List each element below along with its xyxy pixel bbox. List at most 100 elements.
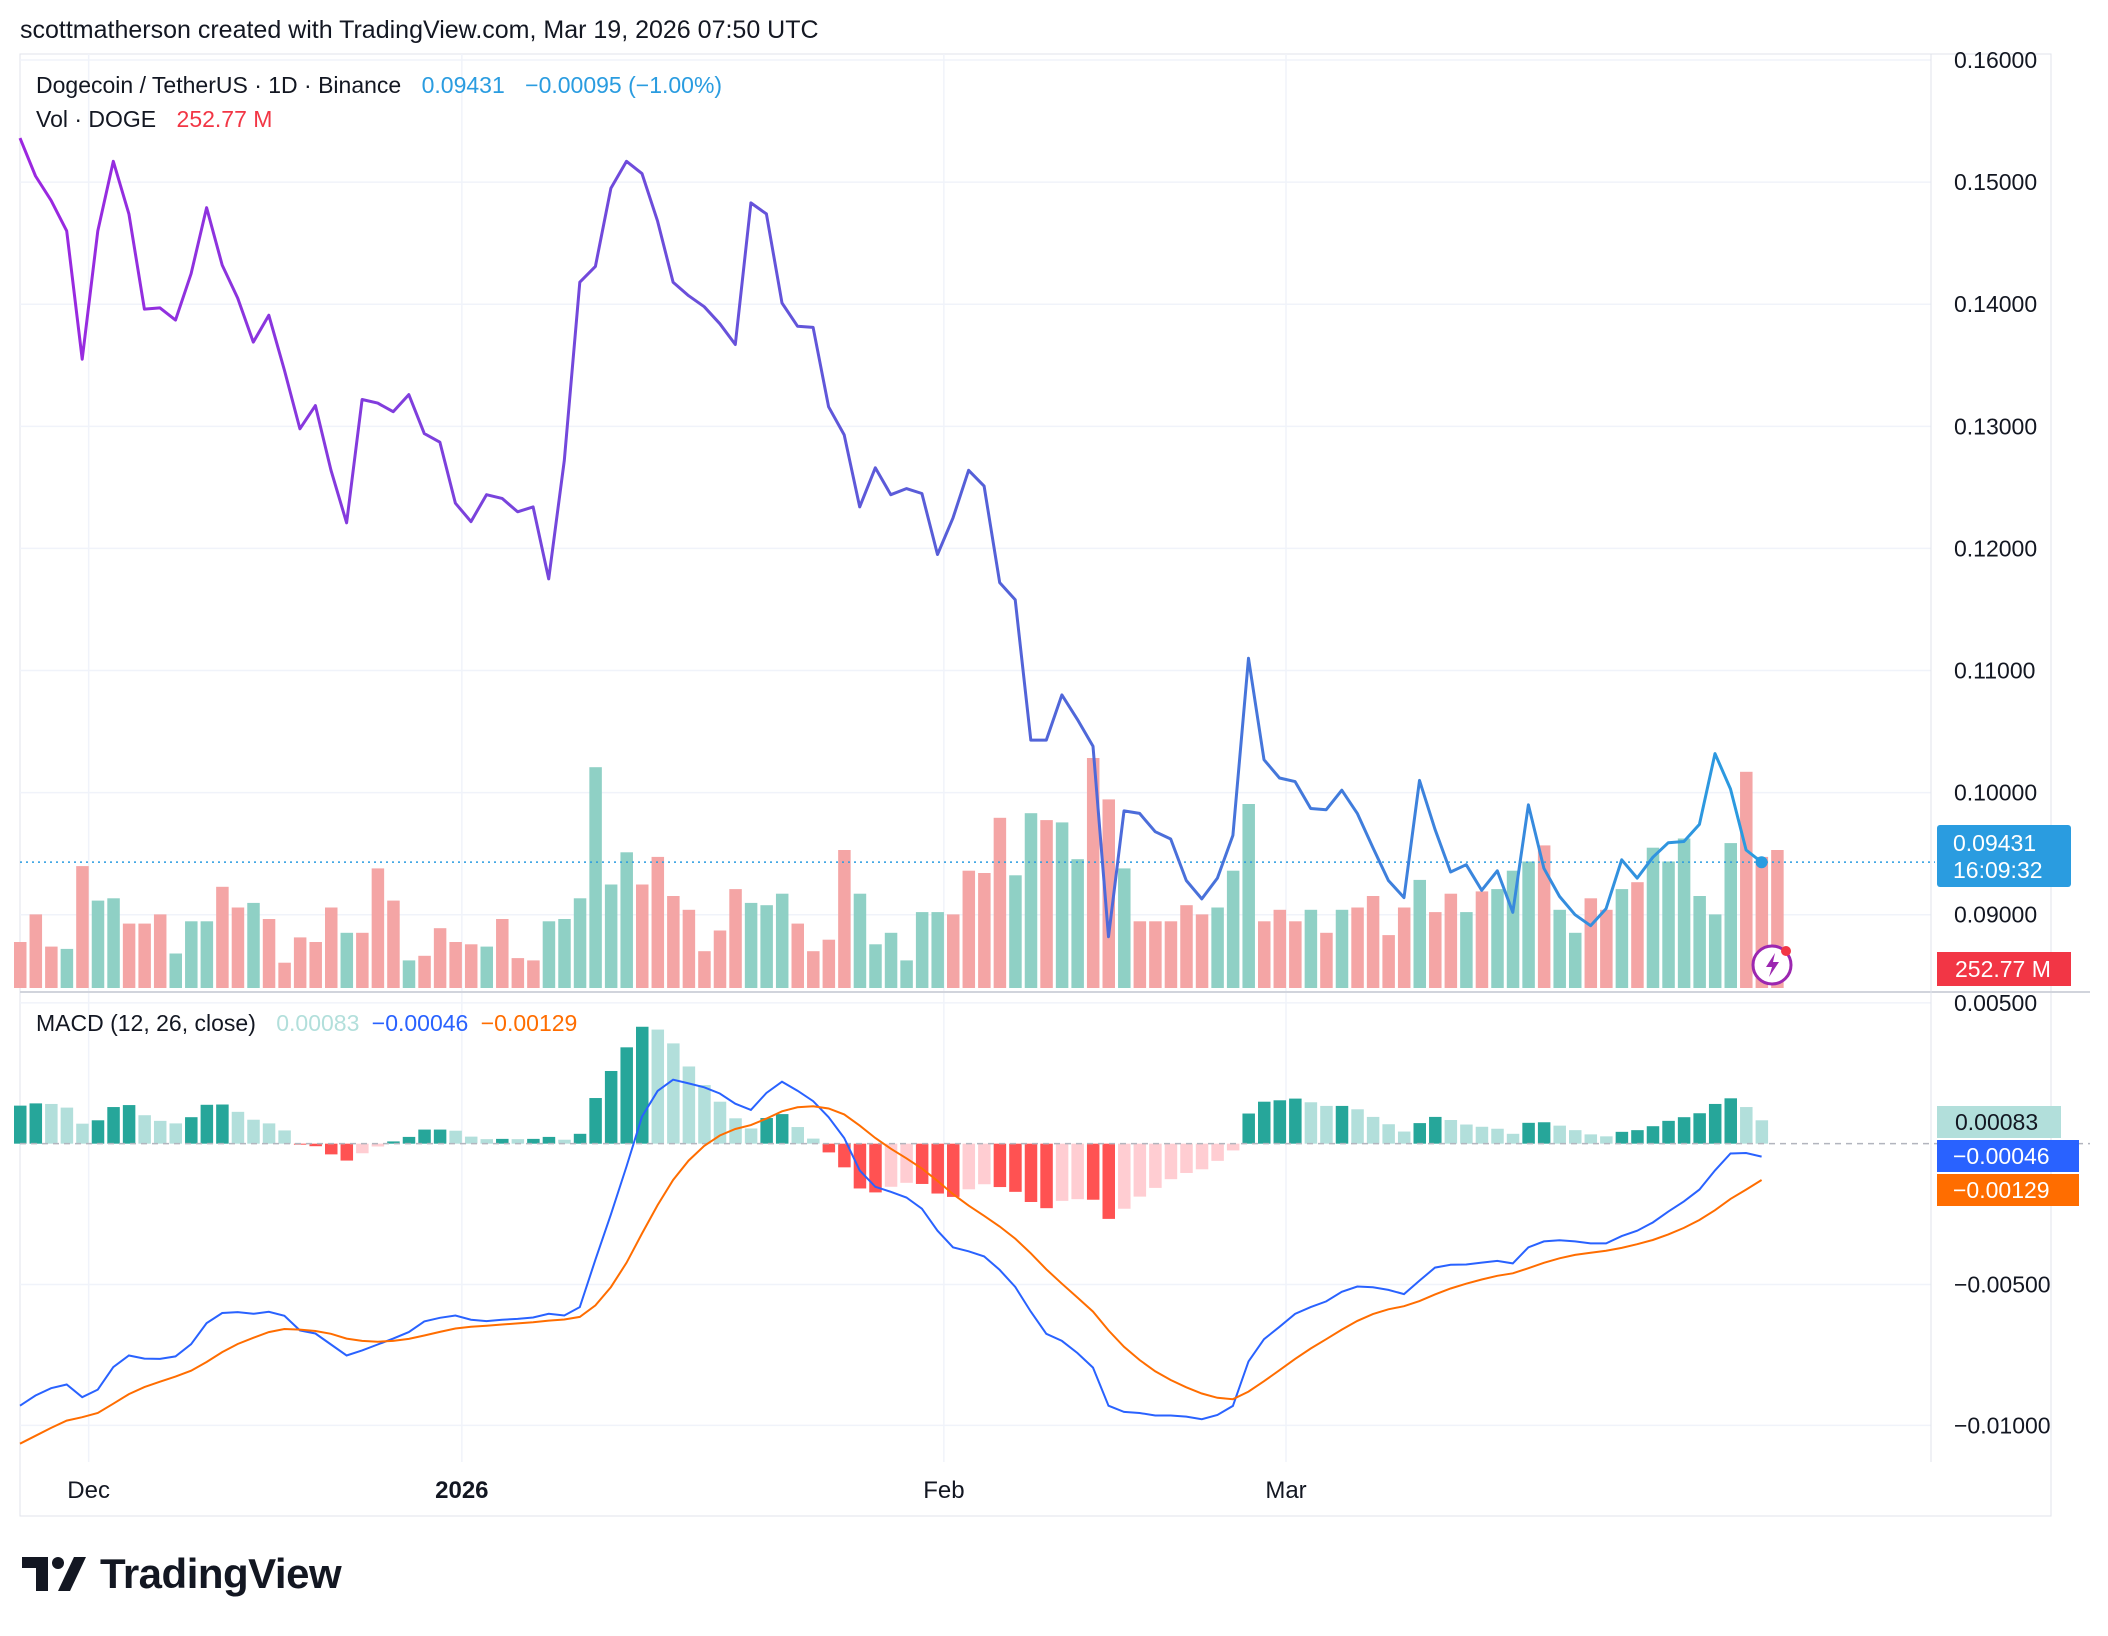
volume-bar <box>1491 889 1504 988</box>
volume-bar <box>1320 932 1333 988</box>
macd-histogram-bar <box>698 1085 711 1144</box>
symbol-legend: Dogecoin / TetherUS · 1D · Binance 0.094… <box>36 72 728 99</box>
volume-bar <box>262 919 276 988</box>
volume-bar <box>729 889 742 988</box>
volume-bar <box>45 946 58 988</box>
macd-histogram-bar <box>1009 1143 1022 1192</box>
macd-tick-label: −0.00500 <box>1954 1272 2051 1298</box>
macd-histogram-bar <box>169 1123 182 1144</box>
volume-bar <box>1677 838 1691 988</box>
countdown-tag-value: 16:09:32 <box>1953 857 2043 883</box>
volume-bar <box>1584 898 1598 988</box>
tradingview-logo-icon <box>22 1557 86 1591</box>
macd-histogram-bar <box>231 1111 245 1144</box>
volume-bar <box>1429 912 1442 988</box>
volume-bar <box>1242 804 1255 988</box>
volume-bar <box>29 914 43 988</box>
macd-histogram-bar <box>29 1103 43 1144</box>
macd-histogram-bar <box>1724 1098 1737 1144</box>
macd-histogram-bar <box>1506 1133 1520 1144</box>
replay-icon[interactable] <box>1751 944 1793 986</box>
macd-tick-label: 0.00500 <box>1954 990 2037 1016</box>
macd-histogram-bar <box>278 1130 291 1144</box>
volume-bar <box>542 921 556 988</box>
volume-bar <box>1211 907 1224 988</box>
volume-bar <box>713 930 727 988</box>
price-change-value: −0.00095 (−1.00%) <box>525 72 723 98</box>
macd-histogram-bar <box>1584 1134 1598 1144</box>
macd-histogram-bar <box>604 1070 618 1144</box>
volume-bar <box>1724 843 1737 988</box>
macd-tick-label: −0.01000 <box>1954 1412 2051 1438</box>
symbol-title[interactable]: Dogecoin / TetherUS · 1D · Binance <box>36 72 402 98</box>
macd-histogram-bar <box>542 1136 556 1144</box>
time-axis-ticks: Dec 2026 Feb Mar <box>67 1477 1306 1504</box>
attribution-header: scottmatherson created with TradingView.… <box>20 16 819 44</box>
volume-bar <box>1600 909 1613 988</box>
macd-histogram-bar <box>356 1143 369 1154</box>
macd-histogram-bar <box>1600 1136 1613 1144</box>
volume-bar <box>1226 870 1240 988</box>
macd-histogram-bar <box>1273 1100 1287 1144</box>
macd-histogram-bar <box>480 1139 493 1144</box>
macd-histogram-bar <box>744 1128 758 1144</box>
macd-line <box>19 1078 1762 1421</box>
macd-histogram-bar <box>1040 1143 1053 1209</box>
macd-axis-ticks: 0.00500 −0.00500 −0.01000 <box>1954 990 2051 1439</box>
volume-bar <box>1071 859 1084 988</box>
volume-bar <box>1475 891 1489 988</box>
macd-label[interactable]: MACD (12, 26, close) <box>36 1010 256 1036</box>
volume-bar <box>293 937 307 988</box>
volume-bar <box>1413 879 1426 988</box>
macd-histogram-bar <box>1382 1124 1395 1144</box>
last-price-tag-value: 0.09431 <box>1953 830 2037 856</box>
volume-bar <box>14 942 27 988</box>
macd-histogram-bar <box>884 1143 898 1187</box>
macd-histogram-bar <box>1289 1098 1302 1144</box>
macd-histogram-bar <box>153 1120 167 1144</box>
volume-bar <box>1366 896 1380 988</box>
macd-histogram-bar <box>1740 1107 1753 1144</box>
macd-histogram-bar <box>573 1133 587 1144</box>
volume-tag: 252.77 M <box>1937 952 2071 986</box>
volume-bar <box>962 870 976 988</box>
tradingview-brand[interactable]: TradingView <box>22 1550 342 1598</box>
volume-bar <box>1522 861 1535 988</box>
macd-histogram-bar <box>200 1104 214 1144</box>
macd-histogram-bar <box>1537 1122 1551 1144</box>
volume-bar <box>371 868 385 988</box>
volume-label[interactable]: Vol · DOGE <box>36 106 157 132</box>
volume-bar <box>402 960 416 988</box>
volume-bar <box>651 856 665 988</box>
volume-bar <box>838 850 851 988</box>
macd-line-value: −0.00046 <box>371 1010 469 1036</box>
volume-bar <box>807 951 820 988</box>
volume-bar <box>216 886 229 988</box>
tradingview-brand-name: TradingView <box>100 1550 342 1597</box>
price-tick-label: 0.11000 <box>1954 658 2035 684</box>
macd-histogram-bar <box>1102 1143 1115 1219</box>
macd-histogram-bar <box>962 1143 976 1190</box>
volume-bar <box>185 921 198 988</box>
macd-histogram-bar <box>775 1114 789 1144</box>
volume-bar <box>480 946 493 988</box>
macd-histogram-bar <box>1646 1126 1660 1144</box>
volume-bar <box>853 893 867 988</box>
volume-bar <box>418 955 431 988</box>
volume-bar <box>1351 907 1364 988</box>
volume-value: 252.77 M <box>176 106 273 132</box>
macd-histogram-bar <box>651 1029 665 1144</box>
macd-histogram-bar <box>1413 1123 1426 1144</box>
price-tick-label: 0.10000 <box>1954 780 2037 806</box>
macd-histogram-bar <box>1055 1143 1069 1201</box>
volume-bar <box>931 912 944 988</box>
signal-line <box>19 1105 1763 1445</box>
macd-histogram-bar <box>45 1103 58 1144</box>
macd-histogram-bar <box>418 1129 431 1144</box>
volume-bar <box>309 942 322 988</box>
volume-bar <box>1009 875 1022 988</box>
volume-bar <box>231 907 245 988</box>
volume-bar <box>169 953 182 988</box>
volume-bar <box>247 902 260 988</box>
volume-bar <box>822 939 836 988</box>
